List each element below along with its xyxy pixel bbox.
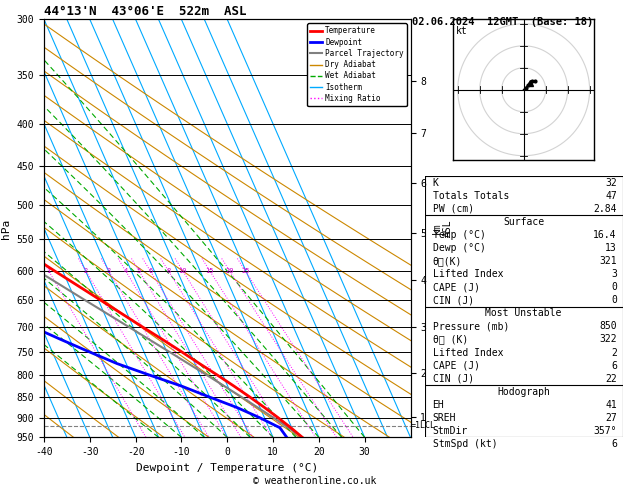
Text: 02.06.2024  12GMT  (Base: 18): 02.06.2024 12GMT (Base: 18): [412, 17, 593, 27]
Text: 22: 22: [605, 374, 617, 383]
Y-axis label: hPa: hPa: [1, 218, 11, 239]
Text: 27: 27: [605, 413, 617, 423]
Text: CAPE (J): CAPE (J): [433, 361, 479, 370]
Text: 6: 6: [611, 361, 617, 370]
Text: 16.4: 16.4: [593, 230, 617, 240]
Text: Dewp (°C): Dewp (°C): [433, 243, 486, 253]
Text: 6: 6: [611, 439, 617, 449]
X-axis label: Dewpoint / Temperature (°C): Dewpoint / Temperature (°C): [136, 463, 318, 473]
Text: 3: 3: [611, 269, 617, 279]
Text: StmSpd (kt): StmSpd (kt): [433, 439, 497, 449]
Text: 2: 2: [84, 268, 88, 274]
Text: 3: 3: [106, 268, 111, 274]
Text: © weatheronline.co.uk: © weatheronline.co.uk: [253, 476, 376, 486]
Text: 322: 322: [599, 334, 617, 345]
Text: 44°13'N  43°06'E  522m  ASL: 44°13'N 43°06'E 522m ASL: [44, 5, 247, 18]
Text: 41: 41: [605, 400, 617, 410]
Text: 2.84: 2.84: [593, 204, 617, 214]
Text: 8: 8: [166, 268, 170, 274]
Text: kt: kt: [455, 26, 467, 36]
Text: 5: 5: [137, 268, 141, 274]
Text: θᴀ (K): θᴀ (K): [433, 334, 468, 345]
Text: CIN (J): CIN (J): [433, 374, 474, 383]
Legend: Temperature, Dewpoint, Parcel Trajectory, Dry Adiabat, Wet Adiabat, Isotherm, Mi: Temperature, Dewpoint, Parcel Trajectory…: [308, 23, 407, 106]
Text: 15: 15: [206, 268, 214, 274]
Text: 20: 20: [225, 268, 234, 274]
Text: 4: 4: [123, 268, 128, 274]
Text: 47: 47: [605, 191, 617, 201]
Text: 850: 850: [599, 321, 617, 331]
Text: 25: 25: [241, 268, 250, 274]
Text: SREH: SREH: [433, 413, 456, 423]
Text: 13: 13: [605, 243, 617, 253]
Text: Lifted Index: Lifted Index: [433, 269, 503, 279]
Text: 0: 0: [611, 282, 617, 292]
Text: 32: 32: [605, 178, 617, 188]
Text: 2: 2: [611, 347, 617, 358]
Text: θᴀ(K): θᴀ(K): [433, 256, 462, 266]
Text: K: K: [433, 178, 438, 188]
Text: 0: 0: [611, 295, 617, 305]
Text: Hodograph: Hodograph: [498, 387, 550, 397]
Text: PW (cm): PW (cm): [433, 204, 474, 214]
Text: Totals Totals: Totals Totals: [433, 191, 509, 201]
Text: Lifted Index: Lifted Index: [433, 347, 503, 358]
Text: CAPE (J): CAPE (J): [433, 282, 479, 292]
Text: EH: EH: [433, 400, 444, 410]
Y-axis label: km
ASL: km ASL: [431, 220, 454, 237]
Text: 6: 6: [148, 268, 152, 274]
Text: StmDir: StmDir: [433, 426, 468, 436]
Text: 321: 321: [599, 256, 617, 266]
Text: =1LCL: =1LCL: [411, 421, 436, 430]
Text: Most Unstable: Most Unstable: [486, 308, 562, 318]
Text: Surface: Surface: [503, 217, 544, 227]
Text: 1: 1: [47, 268, 51, 274]
Text: 10: 10: [179, 268, 187, 274]
Text: 357°: 357°: [593, 426, 617, 436]
Text: CIN (J): CIN (J): [433, 295, 474, 305]
Text: Temp (°C): Temp (°C): [433, 230, 486, 240]
Text: Pressure (mb): Pressure (mb): [433, 321, 509, 331]
